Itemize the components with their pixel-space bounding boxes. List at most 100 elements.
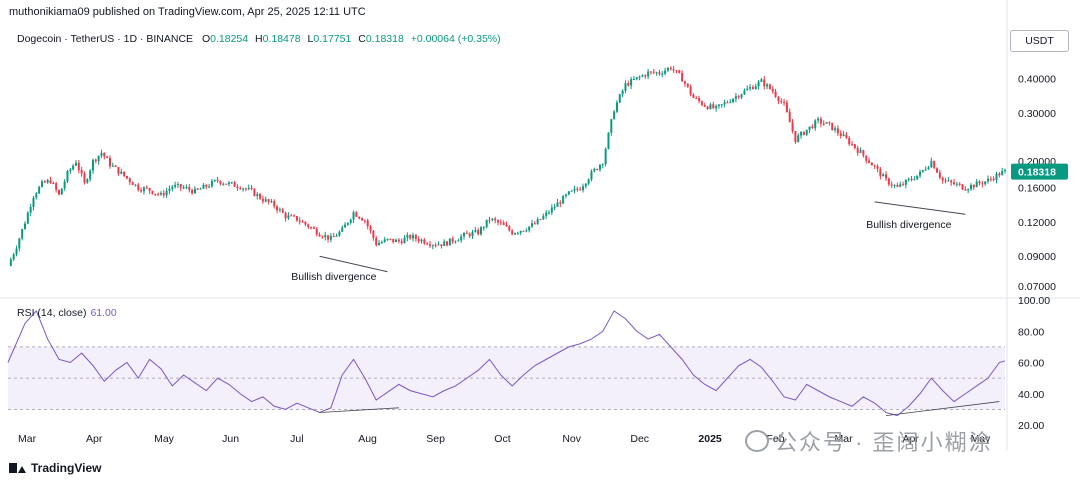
candle-body [732,98,735,103]
candle-body [641,75,644,77]
time-tick-label: Apr [86,433,103,445]
candle-body [256,194,259,196]
candle-body [530,223,533,227]
candle-body [369,226,372,231]
candle-body [225,183,228,185]
candle-body [103,152,106,157]
rsi-label[interactable]: RSI (14, close) [17,307,87,319]
candle-body [440,244,443,246]
time-tick-label: Jul [290,433,303,445]
candle-body [69,169,72,172]
candle-body [964,189,967,191]
divergence-lines: Bullish divergence Bullish divergence [291,201,966,283]
candle-body [185,187,188,189]
candle-body [802,131,805,135]
candle-body [678,70,681,73]
candle-body [171,186,174,189]
time-tick-label: Mar [18,433,37,445]
currency-button[interactable]: USDT [1010,30,1069,52]
candle-body [876,166,879,169]
candle-body [570,190,573,192]
candle-body [261,198,264,202]
candle-body [649,71,652,73]
candle-body [536,219,539,224]
candle-body [513,233,516,235]
candle-body [958,183,961,185]
time-tick-label: 2025 [698,433,722,445]
candle-body [819,118,822,124]
candle-body [734,96,737,99]
candle-body [607,132,610,149]
candle-body [142,187,145,192]
candle-body [516,232,519,234]
candle-body [329,236,332,240]
candle-body [754,86,757,90]
divergence-line-1 [319,255,388,273]
candle-body [259,194,262,199]
candle-body [474,230,477,232]
brand-name: TradingView [31,461,102,475]
candle-body [29,206,32,213]
candles [9,65,1006,267]
candle-body [304,221,307,225]
candle-body [525,230,528,232]
candle-body [312,227,315,229]
candle-body [468,233,471,237]
price-tick-label: 0.07000 [1018,281,1056,293]
rsi-divergence-line-2 [885,401,1000,417]
candle-body [106,156,109,158]
candle-body [757,81,760,87]
candle-body [950,180,953,183]
candle-body [865,155,868,161]
candle-body [315,228,318,235]
candle-body [293,215,296,217]
candle-body [562,195,565,204]
rsi-tick-label: 40.00 [1018,389,1044,401]
rsi-pane [7,310,1006,417]
candle-body [9,259,12,266]
low-label: L [307,33,314,45]
candle-body [644,75,647,77]
candle-body [791,122,794,132]
candle-body [989,178,992,180]
candle-body [426,243,429,245]
candle-body [632,79,635,81]
candle-body [505,224,508,227]
candle-body [267,199,270,202]
price-axis: 0.400000.300000.200000.160000.120000.090… [1011,74,1068,432]
candle-body [760,79,763,82]
candle-body [196,188,199,190]
candle-body [709,104,712,109]
candle-body [783,101,786,103]
candle-body [851,144,854,146]
candle-body [972,184,975,188]
candle-body [890,184,893,186]
candle-body [533,223,536,225]
time-tick-label: Aug [358,433,377,445]
candle-body [400,241,403,244]
candle-body [581,186,584,191]
candle-body [746,88,749,91]
candle-body [635,77,638,80]
candle-body [539,219,542,221]
candle-body [253,188,256,196]
candle-body [916,175,919,180]
candle-body [885,174,888,179]
candle-body [666,67,669,71]
candle-body [491,218,494,221]
candle-body [49,180,52,184]
candle-body [774,91,777,97]
candle-body [125,175,128,179]
candle-body [451,238,454,242]
candle-body [429,244,432,246]
candle-body [208,186,211,188]
candle-body [72,165,75,170]
symbol-name[interactable]: Dogecoin · TetherUS · 1D · BINANCE [17,33,194,45]
candle-body [386,238,389,240]
grid [0,0,1080,450]
candle-body [992,178,995,181]
tradingview-logo[interactable]: TradingView [9,461,101,475]
candle-body [23,223,26,230]
price-tick-label: 0.12000 [1018,217,1056,229]
